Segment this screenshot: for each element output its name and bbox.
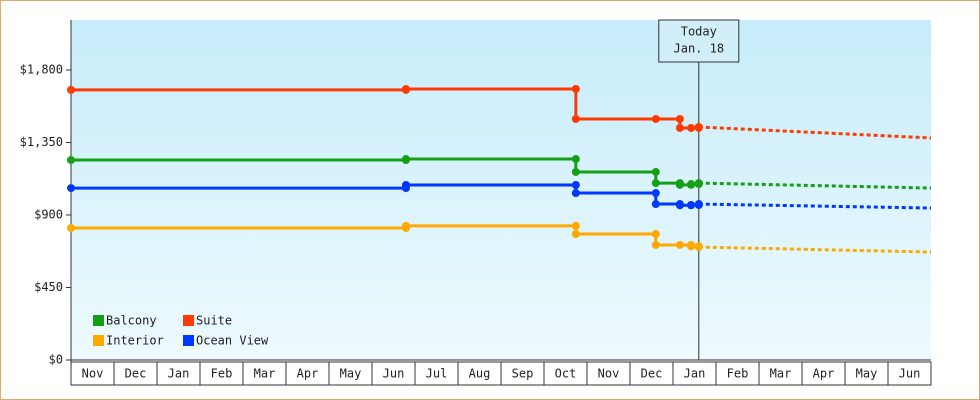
corner-marker <box>571 221 580 230</box>
point-marker <box>675 240 684 249</box>
today-box <box>658 19 740 63</box>
x-tick-label: Jan <box>168 367 190 381</box>
corner-marker <box>571 181 580 190</box>
point-marker <box>571 167 580 176</box>
forecast-line <box>698 245 932 254</box>
x-tick-label: Mar <box>254 367 276 381</box>
x-tick-label: Jul <box>426 367 448 381</box>
point-marker <box>694 243 703 252</box>
corner-marker <box>571 155 580 164</box>
y-tick-label: $1,350 <box>20 135 63 149</box>
x-tick-label: Dec <box>125 367 147 381</box>
month-cell <box>887 361 932 386</box>
x-tick-label: Nov <box>82 367 104 381</box>
legend-label: Balcony <box>106 314 157 328</box>
point-marker <box>687 200 696 209</box>
x-tick-label: Oct <box>555 367 577 381</box>
point-marker <box>694 179 703 188</box>
corner-marker <box>651 229 660 238</box>
point-marker <box>401 181 410 190</box>
forecast-line <box>698 202 932 210</box>
y-tick-label: $0 <box>49 353 63 367</box>
corner-marker <box>651 189 660 198</box>
today-label: Today <box>681 25 717 39</box>
today-label: Jan. 18 <box>674 42 725 56</box>
point-marker <box>401 84 410 93</box>
point-marker <box>401 221 410 230</box>
legend-label: Ocean View <box>196 334 269 348</box>
x-tick-label: Apr <box>297 367 319 381</box>
point-marker <box>571 229 580 238</box>
x-tick-label: Jun <box>899 367 921 381</box>
corner-marker <box>651 167 660 176</box>
point-marker <box>651 240 660 249</box>
x-tick-label: Feb <box>211 367 233 381</box>
y-tick-label: $1,800 <box>20 62 63 76</box>
plot-area <box>71 20 931 360</box>
point-marker <box>571 189 580 198</box>
point-marker <box>687 123 696 132</box>
point-marker <box>687 242 696 251</box>
legend-swatch <box>93 315 104 326</box>
legend-label: Interior <box>106 334 164 348</box>
forecast-line <box>698 181 932 190</box>
x-tick-label: Nov <box>598 367 620 381</box>
point-marker <box>67 156 75 165</box>
y-tick-label: $900 <box>34 207 63 221</box>
point-marker <box>67 184 75 193</box>
point-marker <box>675 123 684 132</box>
x-tick-label: Mar <box>770 367 792 381</box>
point-marker <box>675 180 684 189</box>
point-marker <box>694 122 703 131</box>
point-marker <box>67 85 75 94</box>
x-tick-label: Feb <box>727 367 749 381</box>
y-tick-label: $450 <box>34 280 63 294</box>
corner-marker <box>571 84 580 93</box>
point-marker <box>694 200 703 209</box>
point-marker <box>571 114 580 123</box>
x-tick-label: Sep <box>512 367 534 381</box>
forecast-line <box>698 125 932 140</box>
point-marker <box>651 200 660 209</box>
point-marker <box>651 114 660 123</box>
point-marker <box>401 155 410 164</box>
x-tick-label: Dec <box>641 367 663 381</box>
legend-swatch <box>183 315 194 326</box>
x-tick-label: Aug <box>469 367 491 381</box>
legend-label: Suite <box>196 314 232 328</box>
x-tick-label: May <box>856 367 878 381</box>
point-marker <box>687 180 696 189</box>
corner-marker <box>675 114 684 123</box>
legend-swatch <box>183 335 194 346</box>
legend-swatch <box>93 335 104 346</box>
x-tick-label: Jun <box>383 367 405 381</box>
x-tick-label: May <box>340 367 362 381</box>
point-marker <box>651 179 660 188</box>
x-tick-label: Jan <box>684 367 706 381</box>
point-marker <box>675 201 684 210</box>
point-marker <box>67 224 75 233</box>
x-tick-label: Apr <box>813 367 835 381</box>
